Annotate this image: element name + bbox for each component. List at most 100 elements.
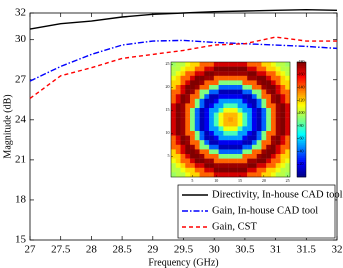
heatmap-cell (285, 89, 291, 95)
heatmap-cell (256, 126, 262, 132)
colorbar-tick-label: 20 (300, 161, 304, 166)
heatmap-cell (285, 167, 291, 173)
heatmap-cell (261, 131, 267, 136)
heatmap-cell (213, 94, 219, 99)
heatmap-cell (185, 80, 191, 86)
heatmap-cell (270, 163, 276, 168)
heatmap-cell (180, 158, 186, 164)
colorbar-step (297, 132, 306, 136)
heatmap-cell (213, 135, 219, 141)
heatmap-cell (204, 85, 210, 90)
heatmap-cell (247, 98, 253, 104)
heatmap-cell (199, 140, 205, 145)
heatmap-cell (171, 89, 176, 95)
heatmap-cell (223, 62, 229, 67)
heatmap-cell (199, 126, 205, 132)
heatmap-cell (285, 121, 291, 127)
heatmap-cell (251, 154, 257, 159)
heatmap-cell (247, 117, 253, 122)
heatmap-cell (280, 85, 286, 90)
heatmap-cell (171, 85, 176, 90)
heatmap-cell (232, 135, 238, 141)
heatmap-cell (270, 62, 276, 67)
heatmap-cell (209, 94, 215, 99)
heatmap-cell (218, 62, 224, 67)
heatmap-cell (237, 163, 243, 168)
heatmap-cell (213, 131, 219, 136)
heatmap-cell (247, 140, 253, 145)
heatmap-cell (266, 75, 272, 81)
heatmap-cell (180, 154, 186, 159)
colorbar-step (297, 131, 306, 134)
colorbar-step (297, 109, 306, 113)
heatmap-cell (228, 126, 234, 132)
heatmap-cell (256, 154, 262, 159)
heatmap-cell (223, 80, 229, 86)
heatmap-cell (232, 117, 238, 122)
colorbar-step (297, 117, 306, 120)
heatmap-cell (213, 167, 219, 173)
colorbar-tick-label: 120 (299, 97, 305, 102)
heatmap-cell (228, 85, 234, 90)
heatmap-cell (213, 163, 219, 168)
heatmap-cell (280, 117, 286, 122)
heatmap-cell (175, 98, 181, 104)
heatmap-cell (237, 94, 243, 99)
heatmap-cell (242, 126, 248, 132)
heatmap-cell (232, 89, 238, 95)
heatmap-cell (218, 158, 224, 164)
y-tick-label: 30 (15, 33, 27, 45)
colorbar-step (297, 106, 306, 109)
heatmap-cell (185, 112, 191, 118)
heatmap-cell (280, 62, 286, 67)
heatmap-cell (218, 98, 224, 104)
heatmap-cell (185, 172, 191, 178)
heatmap-cell (171, 108, 176, 113)
heatmap-cell (209, 71, 215, 76)
colorbar-tick-label: 40 (300, 148, 304, 153)
heatmap-cell (247, 94, 253, 99)
heatmap-cell (171, 149, 176, 155)
heatmap-cell (237, 131, 243, 136)
x-tick-label: 10 (214, 178, 218, 183)
heatmap-cell (199, 71, 205, 76)
heatmap-cell (175, 172, 181, 178)
heatmap-cell (194, 158, 200, 164)
heatmap-cell (275, 140, 281, 145)
heatmap-cell (209, 80, 215, 86)
heatmap-cell (185, 126, 191, 132)
heatmap-cell (242, 135, 248, 141)
heatmap-cell (280, 89, 286, 95)
heatmap-cell (223, 154, 229, 159)
heatmap-cell (275, 89, 281, 95)
heatmap-cell (204, 154, 210, 159)
series-line (29, 8, 338, 30)
colorbar-step (297, 104, 306, 107)
heatmap-cell (275, 103, 281, 109)
heatmap-cell (237, 172, 243, 178)
heatmap-cell (261, 89, 267, 95)
heatmap-cell (223, 112, 229, 118)
heatmap-cell (171, 103, 176, 109)
colorbar-step (297, 163, 306, 166)
heatmap-cell (256, 149, 262, 155)
heatmap-cell (275, 108, 281, 113)
heatmap-cell (185, 154, 191, 159)
heatmap-cell (228, 144, 234, 150)
heatmap-cell (180, 103, 186, 109)
heatmap-cell (223, 94, 229, 99)
heatmap-cell (175, 126, 181, 132)
y-tick-label: 21 (15, 153, 26, 165)
colorbar-step (297, 150, 306, 153)
heatmap-cell (223, 126, 229, 132)
heatmap-cell (251, 172, 257, 178)
heatmap-cell (237, 108, 243, 113)
heatmap-cell (228, 131, 234, 136)
heatmap-cell (213, 98, 219, 104)
heatmap-cell (266, 149, 272, 155)
heatmap-cell (266, 121, 272, 127)
heatmap-cell (175, 85, 181, 90)
heatmap-cell (242, 154, 248, 159)
heatmap-cell (199, 167, 205, 173)
heatmap-cell (242, 121, 248, 127)
